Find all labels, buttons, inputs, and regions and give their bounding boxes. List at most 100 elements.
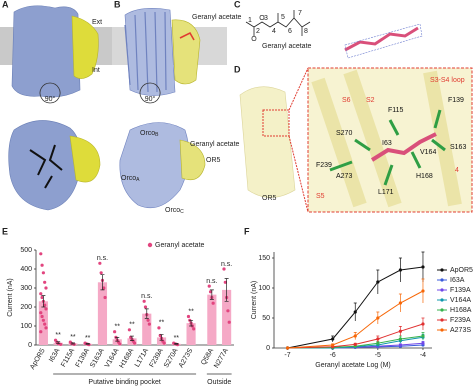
error-bar <box>159 334 164 341</box>
y-tick-label: 100 <box>258 285 270 292</box>
y-tick-label: 50 <box>262 315 270 322</box>
x-tick-label: I63A <box>48 347 61 363</box>
orco-name: Orco <box>165 207 180 214</box>
orco-sub: A <box>136 177 140 183</box>
data-point <box>59 342 63 347</box>
data-point <box>142 299 146 303</box>
data-point <box>41 271 45 275</box>
legend-label: F239A <box>450 317 471 324</box>
residue-label: L171 <box>378 189 394 196</box>
residue-label: F239 <box>316 162 332 169</box>
helices <box>124 11 167 93</box>
significance: ** <box>129 322 135 329</box>
data-point <box>227 320 231 324</box>
significance: ** <box>174 335 180 342</box>
x-tick-label: Q58A <box>200 347 215 366</box>
ext-label: Ext <box>92 19 102 26</box>
density-ligand <box>344 26 419 52</box>
error-bar <box>70 342 75 345</box>
or5-label: OR5 <box>262 195 277 202</box>
y-tick-label: 0 <box>28 342 32 349</box>
data-point <box>226 309 230 313</box>
legend-marker <box>147 242 153 248</box>
or5-label: OR5 <box>206 157 221 164</box>
panel-letter: E <box>2 226 8 236</box>
density-or5 <box>71 15 99 79</box>
data-point <box>353 310 357 314</box>
bar <box>186 323 196 345</box>
data-point <box>376 280 380 284</box>
data-point <box>211 301 215 305</box>
significance: ** <box>159 320 165 327</box>
data-point <box>43 322 47 326</box>
data-point <box>353 342 357 346</box>
ligand <box>179 31 195 41</box>
data-point <box>143 305 148 309</box>
y-axis-label: Current (nA) <box>7 278 14 317</box>
orco-sub: B <box>155 132 159 138</box>
orco-name: Orco <box>140 130 155 137</box>
atom-label: O <box>251 36 257 43</box>
x-tick-label: -4 <box>420 352 426 359</box>
helices <box>311 69 462 208</box>
orco-sub: C <box>180 209 184 215</box>
y-tick-label: 500 <box>20 247 32 254</box>
data-point <box>331 337 335 341</box>
ligand-label: Geranyl acetate <box>192 14 242 21</box>
residue-label: S2 <box>366 97 375 104</box>
y-tick-label: 0 <box>266 345 270 352</box>
rotation-label: 90° <box>45 95 56 103</box>
data-point <box>398 337 402 341</box>
legend-marker <box>440 308 444 312</box>
lipid-sticks <box>29 144 63 189</box>
bar <box>142 313 152 345</box>
data-point <box>44 286 48 290</box>
data-point <box>207 284 211 288</box>
panel-letter: A <box>2 0 9 9</box>
atom-number: 1 <box>248 17 252 24</box>
residue-label: 4 <box>455 167 459 174</box>
residue-label: I63 <box>382 140 392 147</box>
residue-label: S270 <box>336 130 352 137</box>
data-point <box>39 252 43 256</box>
residue-label: H168 <box>416 173 433 180</box>
ribbon-bottom <box>119 122 190 209</box>
x-tick-label: -7 <box>284 352 290 359</box>
ribbon-overview <box>239 86 296 198</box>
data-point <box>44 326 48 330</box>
bar <box>222 289 232 345</box>
residue-label: F139 <box>448 97 464 104</box>
data-point <box>72 342 76 347</box>
legend-label: H168A <box>450 307 472 314</box>
panel-letter: F <box>244 226 250 236</box>
ligand-label: Geranyl acetate <box>190 141 240 148</box>
legend-label: I63A <box>450 277 465 284</box>
residue-label: S3-S4 loop <box>430 77 465 84</box>
data-point <box>398 343 402 347</box>
panel-c: C Geranyl acetate O O <box>234 0 423 59</box>
legend-label: ApOR5 <box>450 267 473 274</box>
residues <box>329 109 446 186</box>
orco-label: OrcoC <box>165 207 184 215</box>
data-point <box>421 322 425 326</box>
data-point <box>398 268 402 272</box>
significance: ** <box>188 308 194 315</box>
ribbon-orco <box>124 8 176 96</box>
rotate-arrow <box>139 82 161 104</box>
atom-number: 4 <box>272 28 276 35</box>
legend-marker <box>440 278 444 282</box>
density-orco <box>11 5 81 98</box>
data-point <box>421 265 425 269</box>
zoom-lines <box>288 67 309 213</box>
data-point <box>398 301 402 305</box>
data-point <box>222 267 226 271</box>
int-label: Int <box>92 67 100 74</box>
data-point <box>421 289 425 293</box>
significance: ** <box>70 334 76 341</box>
legend-marker <box>440 328 444 332</box>
data-point <box>118 342 122 346</box>
data-point <box>98 261 102 265</box>
residue-label: S163 <box>450 144 466 151</box>
atom-number: 7 <box>298 10 302 17</box>
